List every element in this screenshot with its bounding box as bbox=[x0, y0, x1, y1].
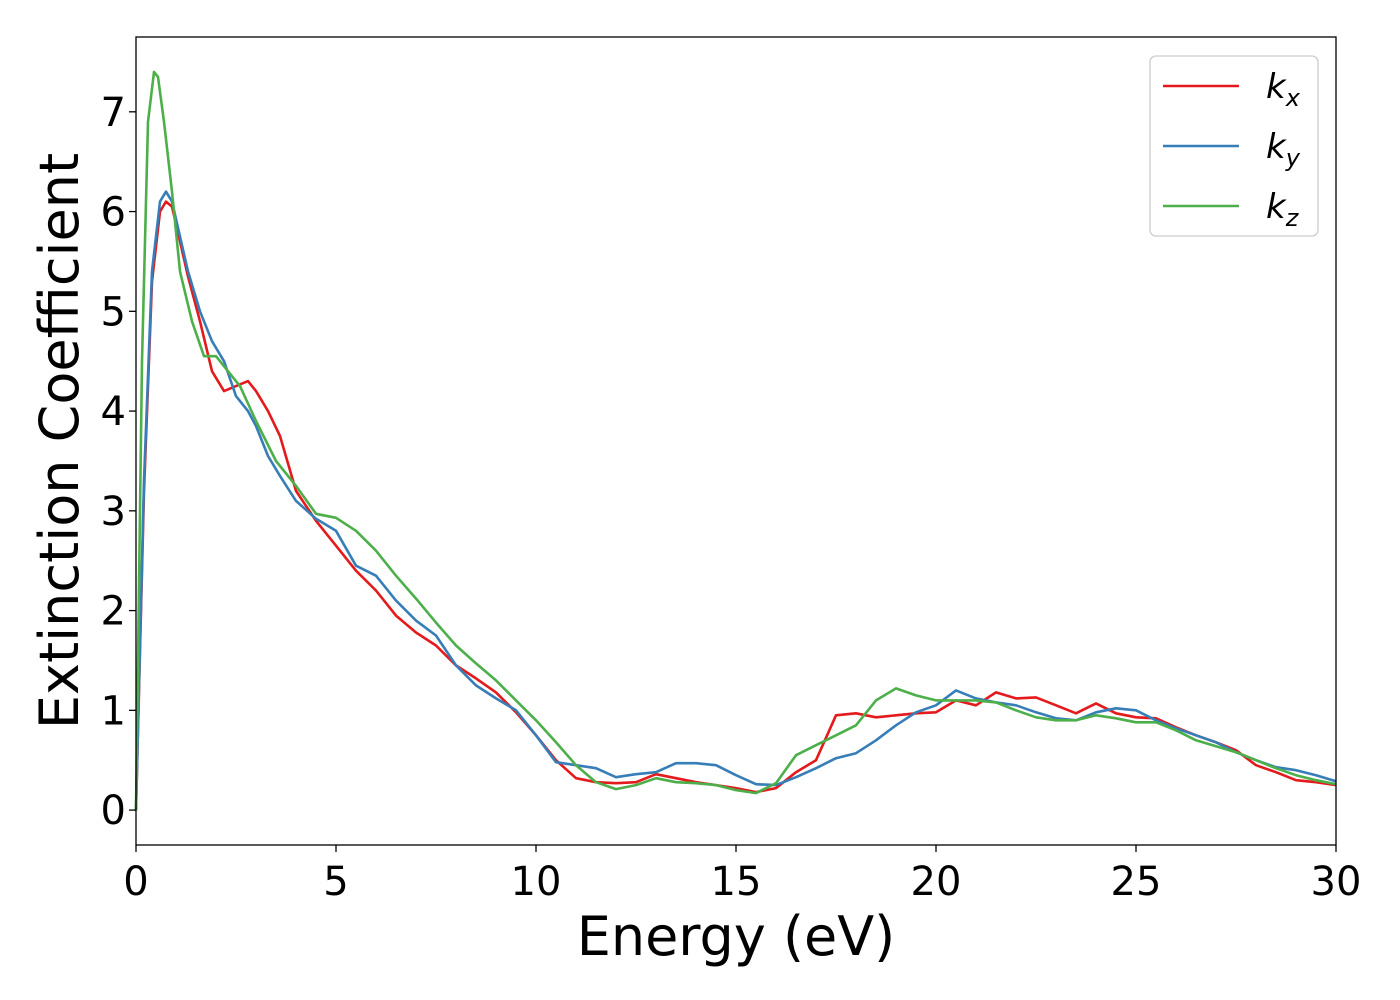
y-tick-label: 5 bbox=[101, 289, 126, 335]
x-tick-label: 20 bbox=[911, 859, 962, 905]
x-axis: 0 5 10 15 20 25 30 bbox=[123, 845, 1361, 905]
x-tick-label: 0 bbox=[123, 859, 148, 905]
x-tick-label: 5 bbox=[323, 859, 348, 905]
legend-label-k_y: ky bbox=[1266, 127, 1301, 172]
series-line-k_x bbox=[134, 200, 1337, 811]
y-tick-label: 2 bbox=[101, 589, 126, 635]
x-tick-label: 25 bbox=[1111, 859, 1162, 905]
legend-label-k_z: kz bbox=[1266, 187, 1300, 232]
x-tick-label: 15 bbox=[711, 859, 762, 905]
y-tick-label: 7 bbox=[101, 90, 126, 136]
y-tick-label: 0 bbox=[101, 788, 126, 834]
x-tick-label: 30 bbox=[1311, 859, 1362, 905]
x-axis-title: Energy (eV) bbox=[577, 905, 896, 968]
legend: kx ky kz bbox=[1149, 55, 1319, 237]
y-axis: 0 1 2 3 4 5 6 7 bbox=[101, 90, 136, 834]
series-layer bbox=[134, 70, 1337, 811]
series-line-k_y bbox=[134, 190, 1337, 811]
y-tick-label: 4 bbox=[101, 389, 126, 435]
y-tick-label: 3 bbox=[101, 489, 126, 535]
y-tick-label: 1 bbox=[101, 688, 126, 734]
y-tick-label: 6 bbox=[101, 190, 126, 236]
y-axis-title: Extinction Coefficient bbox=[28, 153, 91, 729]
x-tick-label: 10 bbox=[511, 859, 562, 905]
legend-label-k_x: kx bbox=[1266, 67, 1301, 112]
series-line-k_z bbox=[134, 70, 1337, 811]
